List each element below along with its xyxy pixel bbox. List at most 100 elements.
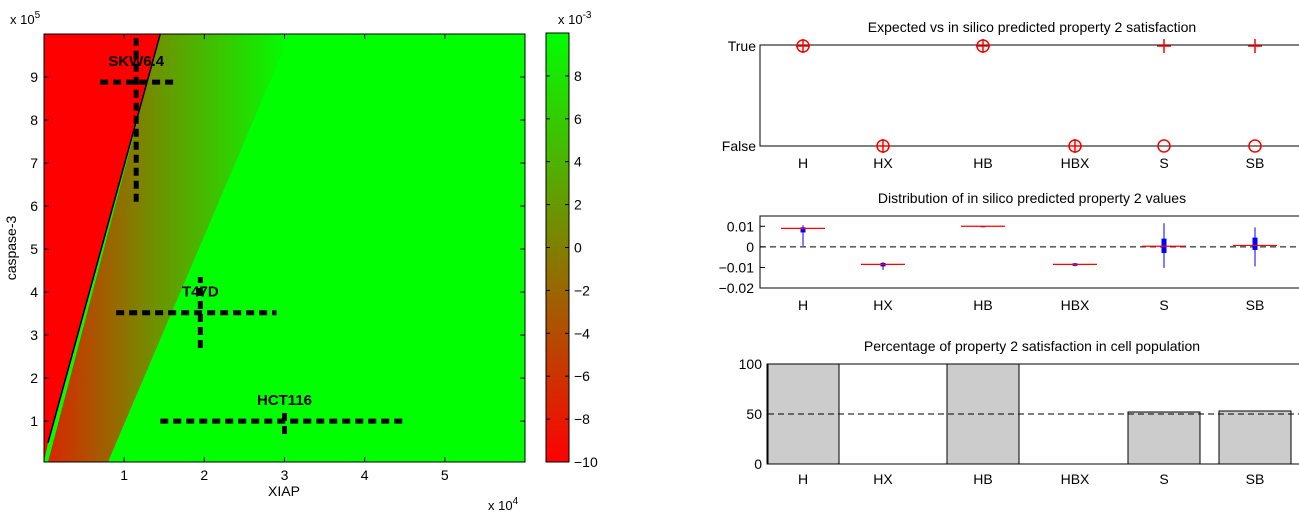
percentage-y-tick-label: 100 bbox=[739, 356, 763, 372]
cell-line-marker: SKW6.4 bbox=[100, 38, 174, 202]
percentage-category-label: HX bbox=[873, 471, 893, 487]
distribution-category-label: S bbox=[1159, 297, 1168, 313]
heatmap-transition-region bbox=[48, 34, 291, 462]
distribution-boxes bbox=[781, 223, 1277, 270]
colorbar-tick-label: 8 bbox=[574, 68, 582, 84]
distribution-box bbox=[1053, 262, 1097, 267]
distribution-category-label: HBX bbox=[1061, 297, 1090, 313]
satisfaction-category-labels: H HX HB HBX S SB bbox=[798, 155, 1264, 171]
cell-line-marker: T47D bbox=[116, 277, 277, 349]
cell-line-marker: HCT116 bbox=[160, 392, 405, 435]
cell-line-label: SKW6.4 bbox=[108, 53, 165, 70]
percentage-category-label: S bbox=[1159, 471, 1168, 487]
satisfaction-category-label: S bbox=[1159, 155, 1168, 171]
satisfaction-category-label: HBX bbox=[1061, 155, 1090, 171]
distribution-category-labels: H HX HB HBX S SB bbox=[798, 297, 1264, 313]
heatmap-y-tick-label: 6 bbox=[30, 198, 38, 214]
colorbar-tick-label: 0 bbox=[574, 240, 582, 256]
colorbar-tick-label: −6 bbox=[574, 368, 590, 384]
cell-line-label: HCT116 bbox=[257, 392, 312, 409]
distribution-category-label: H bbox=[798, 297, 808, 313]
heatmap-y-tick-label: 3 bbox=[30, 327, 38, 343]
distribution-axes-frame bbox=[759, 215, 1299, 289]
satisfaction-true-label: True bbox=[728, 38, 756, 54]
predicted-marker bbox=[976, 39, 990, 53]
heatmap-x-tick-label: 3 bbox=[281, 467, 289, 483]
heatmap-y-tick-label: 7 bbox=[30, 155, 38, 171]
distribution-y-tick-label: −0.02 bbox=[719, 280, 755, 296]
heatmap-x-exponent: x 104 bbox=[488, 496, 519, 513]
percentage-y-ticks: 0 50 100 bbox=[739, 356, 773, 472]
percentage-panel: Percentage of property 2 satisfaction in… bbox=[739, 338, 1299, 487]
heatmap-y-tick-label: 8 bbox=[30, 112, 38, 128]
heatmap-panel: SKW6.4 T47D HCT116 1 2 3 4 5 1 2 3 4 5 6 7 8 9 XIAP ca… bbox=[3, 10, 598, 513]
cell-line-markers: SKW6.4 T47D HCT116 bbox=[100, 38, 405, 435]
colorbar-tick-label: 4 bbox=[574, 154, 582, 170]
percentage-category-label: H bbox=[798, 471, 808, 487]
heatmap-red-region bbox=[44, 34, 161, 462]
satisfaction-axes-frame bbox=[759, 44, 1299, 147]
heatmap-y-label: caspase-3 bbox=[3, 215, 19, 280]
distribution-y-tick-label: 0.01 bbox=[727, 218, 754, 234]
percentage-category-label: HB bbox=[973, 471, 992, 487]
cell-line-label: T47D bbox=[182, 284, 219, 301]
satisfaction-category-label: SB bbox=[1246, 155, 1265, 171]
heatmap-y-tick-label: 2 bbox=[30, 370, 38, 386]
distribution-box bbox=[1142, 223, 1186, 268]
zero-contour-line bbox=[47, 34, 161, 443]
percentage-category-label: SB bbox=[1246, 471, 1265, 487]
predicted-marker bbox=[1248, 39, 1262, 53]
percentage-bar bbox=[1127, 411, 1201, 465]
distribution-y-ticks: 0.01 0 −0.01 −0.02 bbox=[719, 218, 765, 296]
colorbar-tick-label: 6 bbox=[574, 111, 582, 127]
distribution-category-label: HX bbox=[873, 297, 893, 313]
heatmap-x-tick-label: 4 bbox=[361, 467, 369, 483]
satisfaction-panel: Expected vs in silico predicted property… bbox=[722, 19, 1299, 171]
distribution-panel: Distribution of in silico predicted prop… bbox=[719, 190, 1299, 313]
heatmap-y-tick-label: 9 bbox=[30, 69, 38, 85]
heatmap-y-tick-label: 5 bbox=[30, 241, 38, 257]
distribution-y-tick-label: 0 bbox=[746, 239, 754, 255]
colorbar-tick-label: −10 bbox=[574, 454, 598, 470]
percentage-title: Percentage of property 2 satisfaction in… bbox=[864, 338, 1200, 354]
distribution-y-tick-label: −0.01 bbox=[719, 259, 755, 275]
percentage-category-labels: H HX HB HBX S SB bbox=[798, 471, 1264, 487]
colorbar-ticks: −10 −8 −6 −4 −2 0 2 4 6 8 bbox=[546, 68, 598, 470]
heatmap-field: SKW6.4 T47D HCT116 bbox=[44, 34, 405, 462]
distribution-iqr bbox=[1252, 237, 1258, 250]
distribution-iqr bbox=[800, 227, 806, 233]
colorbar-tick-label: −8 bbox=[574, 411, 590, 427]
percentage-bar bbox=[1218, 410, 1292, 465]
distribution-category-label: SB bbox=[1246, 297, 1265, 313]
predicted-marker bbox=[1068, 139, 1082, 153]
colorbar-tick-label: 2 bbox=[574, 197, 582, 213]
heatmap-x-tick-label: 2 bbox=[200, 467, 208, 483]
satisfaction-markers bbox=[796, 39, 1262, 153]
distribution-category-label: HB bbox=[973, 297, 992, 313]
predicted-marker bbox=[876, 139, 890, 153]
heatmap-x-label: XIAP bbox=[268, 483, 300, 499]
colorbar-tick-label: −2 bbox=[574, 282, 590, 298]
heatmap-x-ticks: 1 2 3 4 5 bbox=[120, 34, 449, 483]
distribution-box bbox=[1233, 227, 1277, 267]
expected-marker bbox=[1157, 139, 1171, 153]
colorbar-exponent: x 10-3 bbox=[558, 10, 592, 27]
heatmap-y-ticks: 1 2 3 4 5 6 7 8 9 bbox=[30, 69, 525, 429]
percentage-y-tick-label: 50 bbox=[746, 406, 762, 422]
heatmap-x-tick-label: 1 bbox=[120, 467, 128, 483]
distribution-box bbox=[961, 225, 1005, 228]
predicted-marker bbox=[796, 39, 810, 53]
heatmap-y-tick-label: 1 bbox=[30, 413, 38, 429]
distribution-box bbox=[861, 262, 905, 270]
satisfaction-category-label: HX bbox=[873, 155, 893, 171]
expected-marker bbox=[1248, 139, 1262, 153]
predicted-marker bbox=[1157, 39, 1171, 53]
distribution-title: Distribution of in silico predicted prop… bbox=[878, 190, 1186, 206]
percentage-category-label: HBX bbox=[1061, 471, 1090, 487]
percentage-y-tick-label: 0 bbox=[754, 456, 762, 472]
heatmap-x-tick-label: 5 bbox=[441, 467, 449, 483]
heatmap-y-tick-label: 4 bbox=[30, 284, 38, 300]
heatmap-y-exponent: x 105 bbox=[10, 10, 41, 27]
colorbar-tick-label: −4 bbox=[574, 325, 590, 341]
